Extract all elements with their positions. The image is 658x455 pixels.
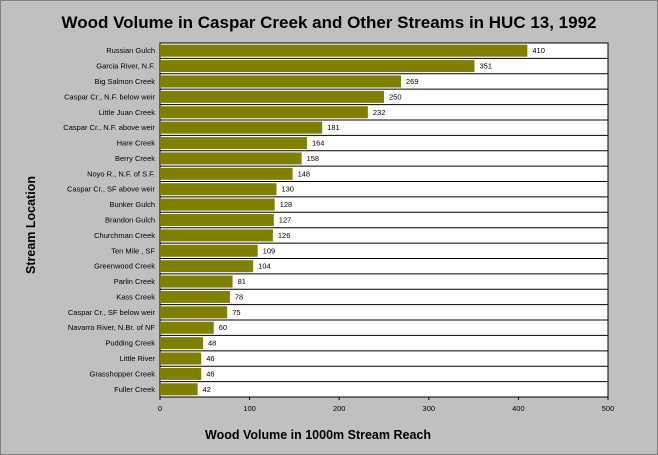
category-label: Grasshopper Creek (90, 369, 156, 378)
bar (160, 352, 202, 365)
category-label: Garcia River, N.F. (96, 62, 155, 71)
bar (160, 213, 274, 227)
category-label: Little Juan Creek (99, 108, 156, 117)
bar (160, 198, 275, 211)
tick-label: 200 (333, 404, 346, 413)
data-label: 164 (312, 139, 325, 148)
bar (160, 167, 293, 180)
category-label: Bunker Gulch (110, 200, 155, 209)
bar (160, 244, 258, 257)
data-label: 158 (307, 154, 320, 163)
data-label: 127 (279, 216, 292, 225)
category-label: Ten Mile , SF (111, 246, 155, 255)
bar (160, 60, 475, 73)
bar (160, 367, 202, 380)
data-labels: 4103512692502321811641581481301281271261… (203, 46, 545, 394)
category-label: Caspar Cr., N.F. above weir (63, 123, 155, 132)
bar (160, 275, 233, 288)
data-label: 269 (406, 77, 419, 86)
chart-title: Wood Volume in Caspar Creek and Other St… (61, 13, 596, 32)
data-label: 351 (479, 62, 492, 71)
data-label: 148 (298, 169, 311, 178)
data-label: 250 (389, 92, 402, 101)
bar (160, 290, 230, 303)
category-label: Caspar Cr., N.F. below weir (64, 92, 155, 101)
data-label: 410 (532, 46, 545, 55)
category-label: Pudding Creek (105, 339, 155, 348)
category-label: Caspar Cr., SF above weir (67, 185, 155, 194)
category-label: Noyo R., N.F. of S.F. (87, 169, 155, 178)
tick-label: 300 (423, 404, 436, 413)
category-label: Russian Gulch (106, 46, 155, 55)
data-label: 46 (206, 369, 214, 378)
category-label: Parlin Creek (114, 277, 156, 286)
bars (160, 44, 528, 396)
bar (160, 306, 228, 319)
tick-label: 500 (602, 404, 615, 413)
data-label: 181 (327, 123, 340, 132)
tick-label: 100 (243, 404, 256, 413)
bar (160, 383, 198, 396)
category-label: Hare Creek (117, 139, 156, 148)
data-label: 46 (206, 354, 214, 363)
data-label: 232 (373, 108, 386, 117)
category-label: Greenwood Creek (94, 262, 155, 271)
category-label: Berry Creek (115, 154, 155, 163)
data-label: 78 (235, 292, 243, 301)
bar (160, 106, 368, 119)
category-label: Little River (120, 354, 156, 363)
y-axis-title: Stream Location (24, 176, 38, 274)
data-label: 128 (280, 200, 293, 209)
bar (160, 137, 307, 150)
bar (160, 152, 302, 165)
category-label: Churchman Creek (94, 231, 155, 240)
bar (160, 121, 323, 134)
data-label: 42 (203, 385, 211, 394)
bar (160, 260, 254, 273)
data-label: 48 (208, 339, 216, 348)
bar (160, 44, 528, 57)
category-label: Navarro River, N.Br. of NF (68, 323, 156, 332)
data-label: 75 (232, 308, 240, 317)
bar (160, 75, 402, 88)
bar (160, 183, 277, 196)
category-label: Brandon Gulch (105, 216, 155, 225)
tick-label: 400 (512, 404, 525, 413)
data-label: 130 (281, 185, 294, 194)
gridlines (160, 57, 608, 383)
category-label: Kass Creek (116, 292, 155, 301)
data-label: 109 (263, 246, 276, 255)
data-label: 126 (278, 231, 291, 240)
bar (160, 337, 204, 350)
data-label: 81 (238, 277, 246, 286)
category-label: Caspar Cr., SF below weir (68, 308, 156, 317)
x-axis-title: Wood Volume in 1000m Stream Reach (205, 428, 431, 442)
category-labels: Russian Gulch Garcia River, N.F. Big Salmo… (63, 46, 155, 394)
bar (160, 90, 384, 103)
category-label: Big Salmon Creek (95, 77, 156, 86)
category-label: Fuller Creek (114, 385, 155, 394)
data-label: 60 (219, 323, 227, 332)
bar (160, 229, 273, 242)
data-label: 104 (258, 262, 271, 271)
bar (160, 321, 214, 334)
tick-label: 0 (158, 404, 162, 413)
x-axis-ticks: 0 100 200 300 400 500 (158, 397, 614, 413)
